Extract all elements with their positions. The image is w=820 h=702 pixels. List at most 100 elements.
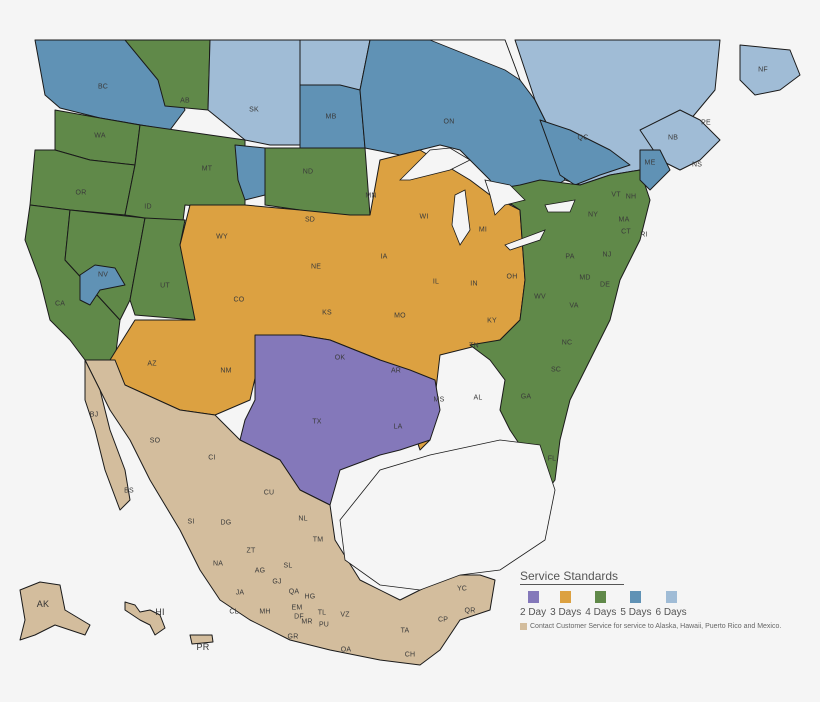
label-tm: TM bbox=[312, 536, 324, 544]
label-ok: OK bbox=[334, 354, 346, 362]
label-wi: WI bbox=[419, 213, 429, 221]
label-de: DE bbox=[599, 281, 611, 289]
hudson-bay bbox=[429, 39, 521, 82]
label-ri: RI bbox=[640, 231, 648, 239]
label-ca: CA bbox=[54, 300, 66, 308]
swatch-orange-icon bbox=[560, 591, 572, 603]
legend-note: Contact Customer Service for service to … bbox=[520, 623, 810, 630]
label-df: DF bbox=[294, 613, 304, 621]
label-yc: YC bbox=[456, 585, 468, 593]
legend-item-6day: 6 Days bbox=[656, 591, 687, 618]
legend-label: 2 Day bbox=[520, 607, 547, 618]
label-bc: BC bbox=[97, 83, 109, 91]
label-nl: NL bbox=[298, 515, 308, 523]
label-ms: MS bbox=[433, 396, 445, 404]
legend-item-4day: 4 Days bbox=[585, 591, 616, 618]
label-md: MD bbox=[579, 274, 591, 282]
legend-item-3day: 3 Days bbox=[550, 591, 581, 618]
legend-swatches: 2 Day 3 Days 4 Days 5 Days 6 Days bbox=[520, 591, 810, 618]
legend-label: 4 Days bbox=[585, 607, 617, 618]
label-nd: ND bbox=[302, 168, 314, 176]
swatch-blue-icon bbox=[630, 591, 642, 603]
label-al: AL bbox=[473, 394, 483, 402]
label-qc: QC bbox=[577, 134, 589, 142]
label-hg: HG bbox=[304, 593, 316, 601]
label-vz: VZ bbox=[340, 611, 350, 619]
legend-label: 3 Days bbox=[550, 607, 582, 618]
label-mi: MI bbox=[478, 226, 488, 234]
region-ak bbox=[19, 581, 91, 641]
label-la: LA bbox=[393, 423, 403, 431]
label-ch: CH bbox=[404, 651, 416, 659]
label-so: SO bbox=[149, 437, 161, 445]
lake-huron bbox=[484, 179, 526, 216]
lake-erie bbox=[504, 229, 546, 251]
label-ag: AG bbox=[254, 567, 266, 575]
label-nj: NJ bbox=[602, 251, 612, 259]
legend: Service Standards 2 Day 3 Days 4 Days 5 … bbox=[520, 567, 810, 630]
label-cu: CU bbox=[263, 489, 275, 497]
label-sk: SK bbox=[249, 106, 259, 114]
label-mn: MN bbox=[365, 192, 377, 200]
label-nb: NB bbox=[667, 134, 679, 142]
label-qa: QA bbox=[288, 588, 300, 596]
label-nc: NC bbox=[561, 339, 573, 347]
label-ma: MA bbox=[618, 216, 630, 224]
label-sd: SD bbox=[304, 216, 316, 224]
label-gj: GJ bbox=[272, 578, 282, 586]
label-ak: AK bbox=[36, 599, 50, 609]
label-mo: MO bbox=[394, 312, 406, 320]
region-qc-inner bbox=[539, 119, 631, 186]
legend-label: 5 Days bbox=[620, 607, 652, 618]
label-ar: AR bbox=[390, 367, 402, 375]
region-nf bbox=[739, 44, 801, 96]
label-oa: OA bbox=[340, 646, 352, 654]
label-nh: NH bbox=[625, 193, 637, 201]
gulf-mexico bbox=[339, 439, 556, 591]
label-il: IL bbox=[432, 278, 440, 286]
label-az: AZ bbox=[147, 360, 157, 368]
label-pa: PA bbox=[565, 253, 575, 261]
region-mexico bbox=[84, 359, 496, 666]
label-ct: CT bbox=[621, 228, 631, 236]
label-mh: MH bbox=[259, 608, 271, 616]
label-hi: HI bbox=[155, 607, 165, 617]
label-tx: TX bbox=[312, 418, 322, 426]
legend-note-text: Contact Customer Service for service to … bbox=[530, 623, 782, 630]
region-ab bbox=[124, 39, 211, 111]
region-sk bbox=[207, 39, 301, 146]
legend-item-2day: 2 Day bbox=[520, 591, 546, 618]
label-ne: NE bbox=[310, 263, 322, 271]
legend-title: Service Standards bbox=[520, 569, 625, 585]
label-or: OR bbox=[75, 189, 87, 197]
label-nf: NF bbox=[758, 66, 768, 74]
label-ga: GA bbox=[520, 393, 532, 401]
label-pe: PE bbox=[701, 119, 711, 127]
label-sl: SL bbox=[283, 562, 293, 570]
lake-superior bbox=[399, 147, 471, 181]
label-pr: PR bbox=[196, 642, 210, 652]
region-hi bbox=[124, 601, 166, 636]
label-ta: TA bbox=[400, 627, 410, 635]
label-pu: PU bbox=[318, 621, 330, 629]
label-oh: OH bbox=[506, 273, 518, 281]
label-nm: NM bbox=[220, 367, 232, 375]
swatch-purple-icon bbox=[527, 591, 539, 603]
label-on: ON bbox=[443, 118, 455, 126]
label-wv: WV bbox=[534, 293, 546, 301]
label-co: CO bbox=[233, 296, 245, 304]
swatch-lightblue-icon bbox=[665, 591, 677, 603]
region-east bbox=[469, 169, 651, 501]
label-bs: BS bbox=[124, 487, 134, 495]
label-ks: KS bbox=[322, 309, 332, 317]
label-me: ME bbox=[644, 159, 656, 167]
label-tn: TN bbox=[469, 342, 479, 350]
label-mb: MB bbox=[325, 113, 337, 121]
label-fl: FL bbox=[547, 455, 557, 463]
label-sc: SC bbox=[550, 366, 562, 374]
label-mr: MR bbox=[301, 618, 313, 626]
label-zt: ZT bbox=[246, 547, 256, 555]
label-ci: CI bbox=[208, 454, 216, 462]
label-ia: IA bbox=[380, 253, 388, 261]
